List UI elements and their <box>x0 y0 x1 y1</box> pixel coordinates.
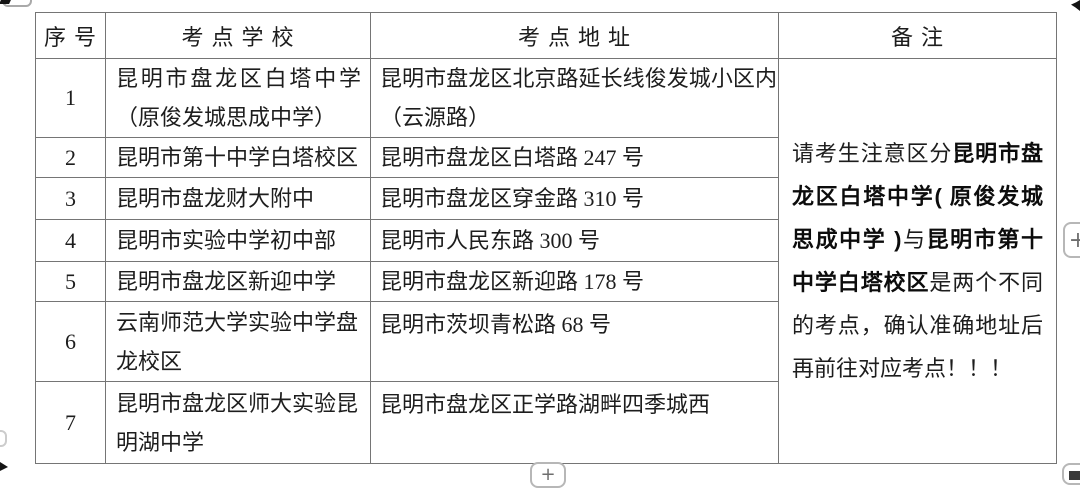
cell-address: 昆明市盘龙区白塔路 247 号 <box>370 137 779 178</box>
header-row: 序号 考点学校 考点地址 备注 <box>35 12 1057 59</box>
cell-address: 昆明市人民东路 300 号 <box>370 219 779 262</box>
cell-number: 3 <box>35 177 106 220</box>
cell-school: 昆明市盘龙区师大实验昆明湖中学 <box>105 381 371 464</box>
table-row: 6 云南师范大学实验中学盘龙校区 昆明市茨坝青松路 68 号 <box>35 301 1057 382</box>
table-row: 2 昆明市第十中学白塔校区 昆明市盘龙区白塔路 247 号 <box>35 137 1057 178</box>
cell-number: 2 <box>35 137 106 178</box>
header-cell-school: 考点学校 <box>105 12 371 59</box>
table-row: 7 昆明市盘龙区师大实验昆明湖中学 昆明市盘龙区正学路湖畔四季城西 <box>35 381 1057 464</box>
partial-button-left-edge[interactable] <box>0 430 7 447</box>
exam-sites-table: 序号 考点学校 考点地址 备注 1 昆明市盘龙区白塔中学（原俊发城思成中学） 昆… <box>35 12 1057 464</box>
cell-school: 昆明市盘龙区新迎中学 <box>105 261 371 302</box>
cell-address: 昆明市茨坝青松路 68 号 <box>370 301 779 382</box>
cell-address: 昆明市盘龙区新迎路 178 号 <box>370 261 779 302</box>
plus-icon: + <box>1068 227 1080 253</box>
plus-icon: + <box>540 464 556 485</box>
cursor-fragment-icon <box>0 462 8 471</box>
header-cell-address: 考点地址 <box>370 12 779 59</box>
cell-address: 昆明市盘龙区正学路湖畔四季城西 <box>370 381 779 464</box>
table-row: 3 昆明市盘龙财大附中 昆明市盘龙区穿金路 310 号 <box>35 177 1057 220</box>
cell-school: 云南师范大学实验中学盘龙校区 <box>105 301 371 382</box>
cell-number: 5 <box>35 261 106 302</box>
cell-school: 昆明市实验中学初中部 <box>105 219 371 262</box>
cell-number: 7 <box>35 381 106 464</box>
cell-number: 6 <box>35 301 106 382</box>
header-cell-remarks: 备注 <box>778 12 1057 59</box>
cell-school: 昆明市第十中学白塔校区 <box>105 137 371 178</box>
cell-number: 4 <box>35 219 106 262</box>
zoom-in-button[interactable]: + <box>1063 222 1080 258</box>
table-row: 1 昆明市盘龙区白塔中学（原俊发城思成中学） 昆明市盘龙区北京路延长线俊发城小区… <box>35 58 1057 464</box>
partial-button-bottom-right[interactable] <box>1062 463 1080 485</box>
table-row: 4 昆明市实验中学初中部 昆明市人民东路 300 号 <box>35 219 1057 262</box>
cursor-fragment-icon <box>0 0 11 4</box>
remarks-text: 请考生注意区分昆明市盘龙区白塔中学( 原俊发城思成中学 )与昆明市第十中学白塔校… <box>792 141 1043 381</box>
partial-button-bottom-center[interactable]: + <box>530 462 566 488</box>
cell-number: 1 <box>35 58 106 138</box>
header-cell-number: 序号 <box>35 12 106 59</box>
remarks-cell: 请考生注意区分昆明市盘龙区白塔中学( 原俊发城思成中学 )与昆明市第十中学白塔校… <box>778 58 1057 464</box>
cursor-fragment-icon <box>1071 0 1080 11</box>
cell-address: 昆明市盘龙区北京路延长线俊发城小区内（云源路） <box>370 58 779 138</box>
cell-address: 昆明市盘龙区穿金路 310 号 <box>370 177 779 220</box>
cell-school: 昆明市盘龙财大附中 <box>105 177 371 220</box>
cell-school: 昆明市盘龙区白塔中学（原俊发城思成中学） <box>105 58 371 138</box>
